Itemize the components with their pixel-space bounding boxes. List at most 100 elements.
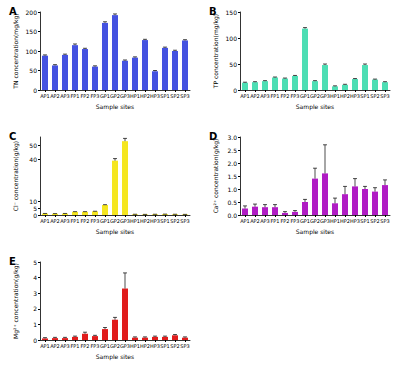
svg-text:50: 50 bbox=[229, 61, 237, 68]
svg-text:200: 200 bbox=[26, 9, 38, 16]
svg-text:HP3: HP3 bbox=[150, 218, 160, 224]
svg-text:HP3: HP3 bbox=[350, 218, 360, 224]
svg-text:10: 10 bbox=[29, 198, 37, 205]
svg-text:GP1: GP1 bbox=[300, 218, 310, 224]
svg-text:HP1: HP1 bbox=[130, 93, 140, 99]
svg-text:FP2: FP2 bbox=[80, 218, 89, 224]
svg-text:HP1: HP1 bbox=[330, 218, 340, 224]
svg-text:AP3: AP3 bbox=[260, 218, 270, 224]
svg-text:AP2: AP2 bbox=[50, 218, 60, 224]
svg-text:100: 100 bbox=[226, 35, 238, 42]
svg-text:0.5: 0.5 bbox=[227, 199, 237, 206]
svg-text:HP2: HP2 bbox=[140, 93, 150, 99]
svg-text:Sample sites: Sample sites bbox=[296, 103, 334, 111]
svg-text:FP2: FP2 bbox=[280, 218, 289, 224]
svg-text:Sample sites: Sample sites bbox=[96, 353, 134, 361]
svg-text:150: 150 bbox=[26, 28, 38, 35]
svg-text:GP2: GP2 bbox=[310, 93, 320, 99]
svg-text:0: 0 bbox=[233, 87, 237, 94]
svg-text:B: B bbox=[209, 6, 217, 17]
svg-text:TP concentration(mg/kg): TP concentration(mg/kg) bbox=[212, 14, 220, 89]
svg-text:0: 0 bbox=[33, 212, 37, 219]
svg-text:SP2: SP2 bbox=[170, 93, 179, 99]
svg-text:1.5: 1.5 bbox=[227, 173, 237, 180]
svg-text:HP2: HP2 bbox=[340, 93, 350, 99]
svg-text:SP1: SP1 bbox=[360, 93, 369, 99]
svg-text:GP3: GP3 bbox=[320, 93, 330, 99]
svg-text:FP1: FP1 bbox=[270, 93, 279, 99]
svg-text:3: 3 bbox=[33, 290, 37, 297]
svg-text:SP3: SP3 bbox=[180, 343, 189, 349]
svg-text:AP3: AP3 bbox=[60, 218, 70, 224]
svg-text:HP3: HP3 bbox=[150, 93, 160, 99]
svg-text:0: 0 bbox=[33, 87, 37, 94]
svg-text:FP3: FP3 bbox=[290, 93, 299, 99]
svg-text:1.0: 1.0 bbox=[227, 186, 237, 193]
svg-text:SP3: SP3 bbox=[380, 93, 389, 99]
svg-text:AP1: AP1 bbox=[40, 343, 50, 349]
svg-text:GP2: GP2 bbox=[110, 218, 120, 224]
svg-text:AP1: AP1 bbox=[40, 218, 50, 224]
svg-text:SP2: SP2 bbox=[170, 218, 179, 224]
svg-text:FP2: FP2 bbox=[80, 343, 89, 349]
svg-text:Cl⁻ concentration(g/kg): Cl⁻ concentration(g/kg) bbox=[12, 141, 20, 211]
svg-text:50: 50 bbox=[29, 142, 37, 149]
svg-text:0: 0 bbox=[33, 337, 37, 344]
svg-text:Sample sites: Sample sites bbox=[96, 103, 134, 111]
svg-text:HP1: HP1 bbox=[130, 218, 140, 224]
svg-text:E: E bbox=[9, 256, 16, 267]
svg-text:SP1: SP1 bbox=[160, 343, 169, 349]
svg-text:4: 4 bbox=[33, 274, 37, 281]
svg-text:HP2: HP2 bbox=[340, 218, 350, 224]
svg-text:FP3: FP3 bbox=[90, 93, 99, 99]
svg-text:AP1: AP1 bbox=[40, 93, 50, 99]
svg-text:100: 100 bbox=[26, 48, 38, 55]
svg-text:GP3: GP3 bbox=[120, 218, 130, 224]
svg-text:GP3: GP3 bbox=[320, 218, 330, 224]
svg-text:SP3: SP3 bbox=[380, 218, 389, 224]
svg-text:Sample sites: Sample sites bbox=[296, 228, 334, 236]
svg-text:AP1: AP1 bbox=[240, 218, 250, 224]
svg-text:FP3: FP3 bbox=[90, 218, 99, 224]
svg-text:2.5: 2.5 bbox=[227, 147, 237, 154]
svg-text:GP1: GP1 bbox=[100, 218, 110, 224]
svg-text:GP1: GP1 bbox=[100, 343, 110, 349]
svg-text:SP1: SP1 bbox=[160, 218, 169, 224]
svg-text:FP3: FP3 bbox=[90, 343, 99, 349]
svg-text:SP3: SP3 bbox=[180, 218, 189, 224]
svg-text:GP2: GP2 bbox=[110, 93, 120, 99]
svg-text:AP3: AP3 bbox=[260, 93, 270, 99]
svg-text:SP2: SP2 bbox=[370, 218, 379, 224]
svg-text:GP1: GP1 bbox=[300, 93, 310, 99]
svg-text:HP2: HP2 bbox=[140, 218, 150, 224]
svg-text:Sample sites: Sample sites bbox=[96, 228, 134, 236]
svg-text:AP1: AP1 bbox=[240, 93, 250, 99]
svg-text:GP3: GP3 bbox=[120, 343, 130, 349]
svg-text:AP2: AP2 bbox=[50, 343, 60, 349]
svg-text:HP2: HP2 bbox=[140, 343, 150, 349]
svg-text:SP2: SP2 bbox=[370, 93, 379, 99]
svg-text:150: 150 bbox=[226, 9, 238, 16]
svg-text:5: 5 bbox=[33, 259, 37, 266]
svg-text:TN concentration(mg/kg): TN concentration(mg/kg) bbox=[12, 13, 20, 89]
svg-text:HP3: HP3 bbox=[150, 343, 160, 349]
svg-text:A: A bbox=[9, 6, 17, 17]
svg-text:50: 50 bbox=[29, 67, 37, 74]
svg-text:HP1: HP1 bbox=[330, 93, 340, 99]
svg-text:40: 40 bbox=[29, 156, 37, 163]
svg-text:2.0: 2.0 bbox=[227, 160, 237, 167]
svg-text:GP3: GP3 bbox=[120, 93, 130, 99]
svg-text:HP3: HP3 bbox=[350, 93, 360, 99]
svg-text:FP1: FP1 bbox=[70, 93, 79, 99]
svg-text:Ca²⁺ concentration(g/kg): Ca²⁺ concentration(g/kg) bbox=[212, 139, 220, 214]
svg-text:FP3: FP3 bbox=[290, 218, 299, 224]
svg-text:Mg²⁺ concentration(g/kg): Mg²⁺ concentration(g/kg) bbox=[12, 263, 20, 339]
svg-text:5: 5 bbox=[33, 205, 37, 212]
svg-text:D: D bbox=[209, 131, 217, 142]
svg-text:HP1: HP1 bbox=[130, 343, 140, 349]
svg-text:SP1: SP1 bbox=[160, 93, 169, 99]
svg-text:0.0: 0.0 bbox=[227, 212, 237, 219]
svg-text:AP3: AP3 bbox=[60, 343, 70, 349]
svg-text:FP1: FP1 bbox=[270, 218, 279, 224]
svg-text:AP2: AP2 bbox=[250, 93, 260, 99]
